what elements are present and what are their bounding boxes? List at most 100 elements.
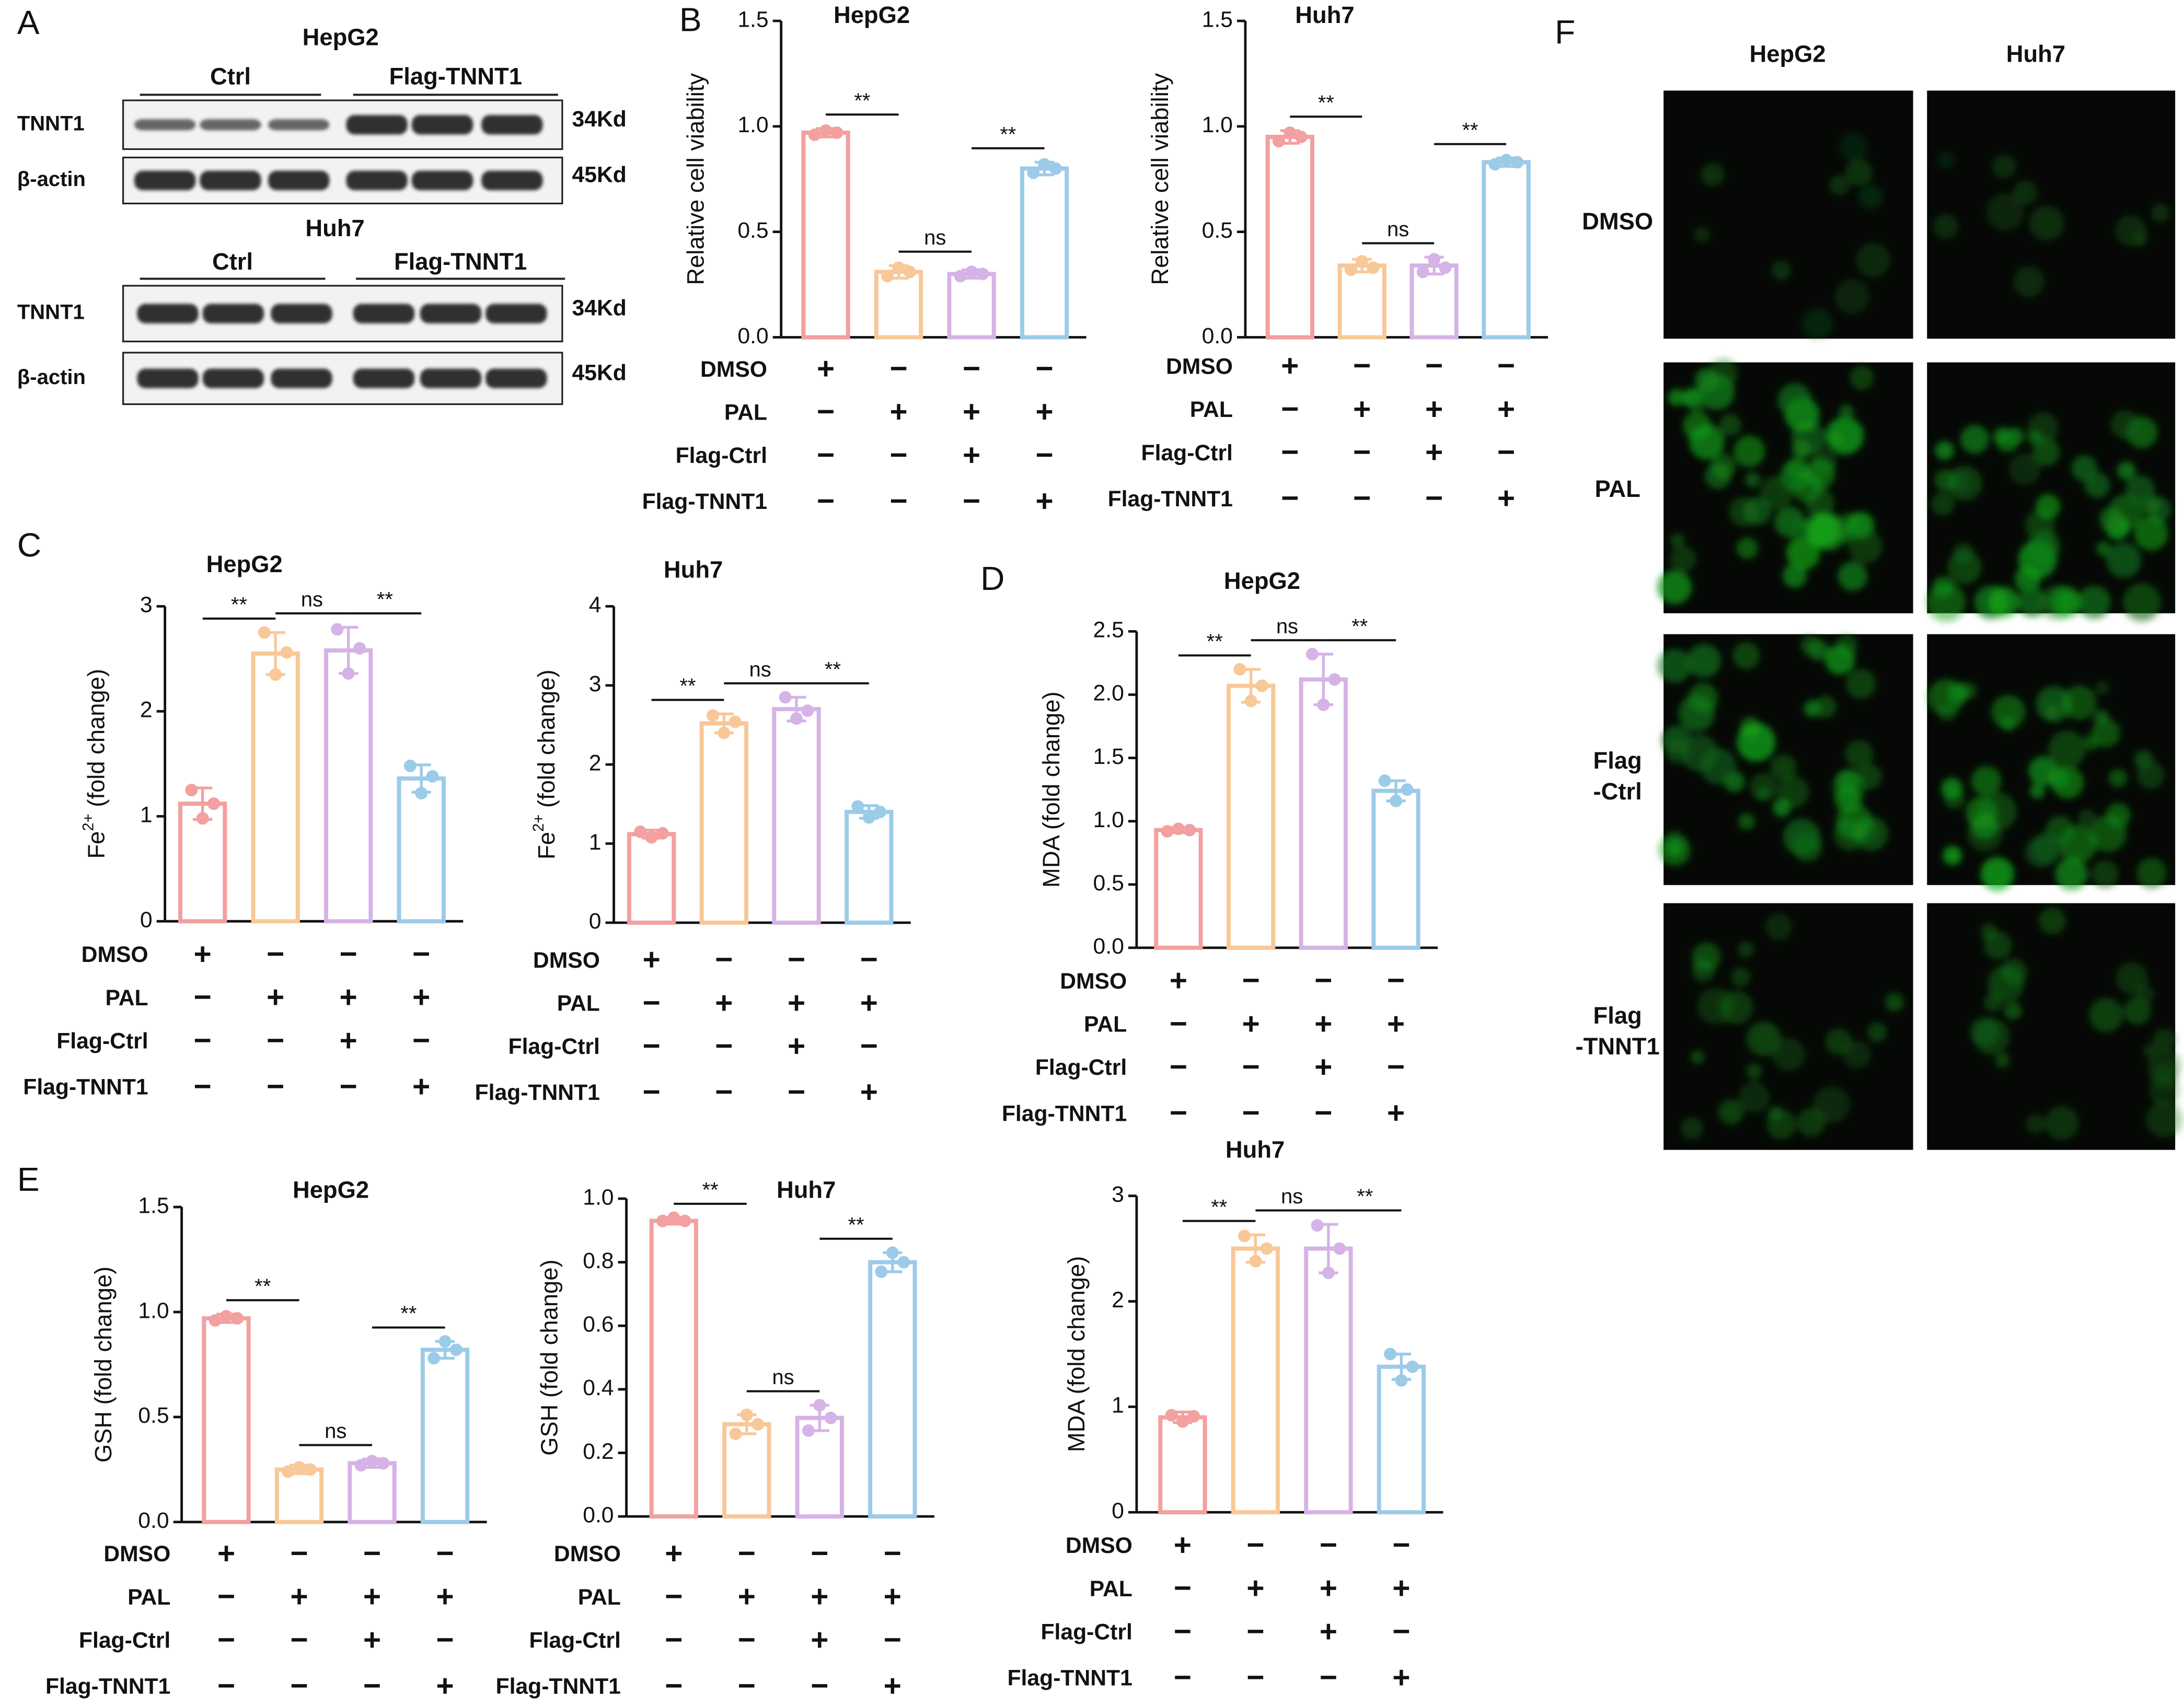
data-point xyxy=(678,1214,691,1227)
condition-mark: + xyxy=(436,1580,454,1614)
significance-label: ** xyxy=(1462,119,1478,142)
condition-mark: − xyxy=(1281,481,1299,515)
condition-mark: + xyxy=(1314,1050,1332,1084)
cell-blob xyxy=(1804,458,1835,490)
blot-band xyxy=(346,170,408,191)
cell-blob xyxy=(1935,441,1954,460)
condition-label: PAL xyxy=(557,991,600,1016)
cell-blob xyxy=(1695,368,1719,392)
cell-blob xyxy=(1934,469,1957,491)
condition-label: Flag-TNNT1 xyxy=(1008,1666,1133,1691)
condition-mark: − xyxy=(817,484,835,518)
cell-blob xyxy=(2062,685,2097,720)
condition-mark: + xyxy=(1246,1571,1264,1605)
blot-group-label: Ctrl xyxy=(212,248,253,275)
cell-blob xyxy=(2084,472,2110,498)
condition-label: PAL xyxy=(1084,1012,1127,1037)
data-point xyxy=(1027,166,1040,179)
data-point xyxy=(1284,126,1297,139)
significance-label: ** xyxy=(377,588,393,611)
condition-label: Flag-Ctrl xyxy=(509,1034,600,1059)
condition-mark: + xyxy=(436,1669,454,1703)
condition-mark: − xyxy=(738,1536,756,1570)
cell-blob xyxy=(1783,818,1820,856)
significance-label: ** xyxy=(854,89,870,112)
data-point xyxy=(449,1343,463,1356)
cell-blob xyxy=(1768,1106,1783,1121)
y-tick-label: 0 xyxy=(140,907,153,932)
condition-mark: + xyxy=(1320,1615,1337,1649)
blot-band xyxy=(411,170,473,191)
data-point xyxy=(426,770,439,783)
condition-mark: + xyxy=(963,438,980,472)
condition-mark: − xyxy=(715,1029,733,1063)
bar xyxy=(845,809,894,925)
condition-mark: − xyxy=(1320,1528,1337,1562)
blot-band xyxy=(420,304,482,323)
data-point xyxy=(1238,1229,1251,1243)
condition-mark: − xyxy=(817,395,835,429)
condition-mark: + xyxy=(340,980,357,1014)
blot-band xyxy=(268,119,330,131)
condition-mark: − xyxy=(817,438,835,472)
condition-mark: − xyxy=(1387,964,1405,997)
condition-mark: − xyxy=(290,1669,308,1703)
cell-blob xyxy=(2089,815,2127,852)
y-tick-label: 1 xyxy=(589,830,602,855)
condition-mark: − xyxy=(889,438,907,472)
panel-letter: D xyxy=(980,560,1004,597)
image-row-label: DMSO xyxy=(1582,208,1653,235)
condition-mark: + xyxy=(412,1070,430,1104)
cell-blob xyxy=(2048,730,2086,768)
y-tick-label: 0.4 xyxy=(583,1375,614,1400)
data-point xyxy=(1395,1374,1408,1387)
micrograph xyxy=(1663,90,1913,339)
data-point xyxy=(377,1457,390,1470)
condition-mark: − xyxy=(1497,435,1515,469)
cell-blob xyxy=(1848,529,1882,564)
condition-mark: − xyxy=(1174,1571,1192,1605)
y-axis-label-part: 2+ xyxy=(530,815,547,832)
cell-blob xyxy=(2042,535,2057,550)
blot-band xyxy=(486,304,547,323)
data-point xyxy=(656,827,669,840)
bar xyxy=(1154,828,1203,950)
data-point xyxy=(808,128,821,142)
cell-blob xyxy=(1839,132,1868,161)
bar xyxy=(772,707,821,925)
condition-mark: − xyxy=(1314,1096,1332,1130)
data-point xyxy=(1305,647,1319,660)
cell-blob xyxy=(1690,1050,1705,1064)
condition-mark: − xyxy=(267,937,284,971)
data-point xyxy=(802,1424,815,1437)
blot-band xyxy=(486,368,547,388)
blot-band xyxy=(137,304,199,323)
data-point xyxy=(801,704,814,717)
cell-blob xyxy=(1931,492,1955,516)
data-point xyxy=(185,784,198,797)
cell-blob xyxy=(2091,718,2120,748)
condition-mark: − xyxy=(1242,964,1259,997)
condition-mark: + xyxy=(1174,1528,1192,1562)
bar xyxy=(1299,677,1348,950)
data-point xyxy=(729,715,742,728)
bar xyxy=(348,1461,397,1524)
significance-label: ** xyxy=(231,593,247,616)
data-point xyxy=(779,691,792,704)
micrograph-cells xyxy=(1658,634,1889,866)
condition-mark: − xyxy=(1035,352,1053,386)
significance-label: ** xyxy=(1211,1196,1227,1218)
y-tick-label: 0.0 xyxy=(1202,323,1233,349)
y-tick-label: 0 xyxy=(589,909,602,934)
condition-mark: + xyxy=(1281,349,1299,383)
y-tick-label: 1.5 xyxy=(138,1193,169,1218)
significance-label: ns xyxy=(749,658,771,681)
bar xyxy=(1158,1415,1207,1515)
cell-blob xyxy=(2110,410,2140,439)
cell-blob xyxy=(1834,278,1870,314)
blot-band xyxy=(481,115,543,135)
condition-mark: + xyxy=(889,395,907,429)
cell-blob xyxy=(1992,154,2017,179)
data-point xyxy=(1272,135,1285,148)
condition-label: PAL xyxy=(128,1585,170,1610)
